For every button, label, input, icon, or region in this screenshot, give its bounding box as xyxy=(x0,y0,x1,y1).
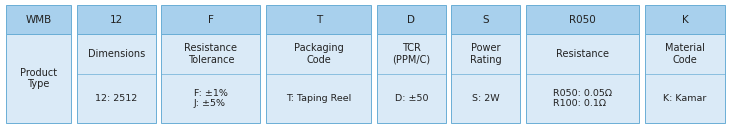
Text: T: Taping Reel: T: Taping Reel xyxy=(286,94,352,103)
Text: 12: 12 xyxy=(110,15,123,25)
FancyBboxPatch shape xyxy=(162,5,260,34)
Text: S: S xyxy=(482,15,489,25)
Text: F: ±1%
J: ±5%: F: ±1% J: ±5% xyxy=(194,88,228,108)
Text: T: T xyxy=(316,15,322,25)
Text: D: ±50: D: ±50 xyxy=(395,94,428,103)
Text: K: Kamar: K: Kamar xyxy=(663,94,707,103)
FancyBboxPatch shape xyxy=(645,5,725,34)
Text: K: K xyxy=(681,15,689,25)
Text: R050: R050 xyxy=(569,15,596,25)
Text: S: 2W: S: 2W xyxy=(471,94,499,103)
FancyBboxPatch shape xyxy=(645,34,725,123)
Text: F: F xyxy=(208,15,213,25)
FancyBboxPatch shape xyxy=(77,5,156,34)
Text: Resistance
Tolerance: Resistance Tolerance xyxy=(184,43,238,65)
Text: Resistance: Resistance xyxy=(556,49,609,59)
FancyBboxPatch shape xyxy=(377,5,446,34)
Text: Dimensions: Dimensions xyxy=(88,49,145,59)
FancyBboxPatch shape xyxy=(6,5,71,34)
Text: WMB: WMB xyxy=(26,15,51,25)
FancyBboxPatch shape xyxy=(526,5,639,34)
Text: Product
Type: Product Type xyxy=(20,68,57,89)
FancyBboxPatch shape xyxy=(6,34,71,123)
FancyBboxPatch shape xyxy=(452,34,520,123)
FancyBboxPatch shape xyxy=(526,34,639,123)
FancyBboxPatch shape xyxy=(77,34,156,123)
Text: 12: 2512: 12: 2512 xyxy=(95,94,137,103)
Text: R050: 0.05Ω
R100: 0.1Ω: R050: 0.05Ω R100: 0.1Ω xyxy=(553,88,612,108)
FancyBboxPatch shape xyxy=(162,34,260,123)
Text: Material
Code: Material Code xyxy=(665,43,705,65)
FancyBboxPatch shape xyxy=(266,34,371,123)
Text: Packaging
Code: Packaging Code xyxy=(294,43,344,65)
FancyBboxPatch shape xyxy=(377,34,446,123)
Text: D: D xyxy=(407,15,415,25)
FancyBboxPatch shape xyxy=(452,5,520,34)
FancyBboxPatch shape xyxy=(266,5,371,34)
Text: TCR
(PPM/C): TCR (PPM/C) xyxy=(393,43,431,65)
Text: Power
Rating: Power Rating xyxy=(470,43,501,65)
